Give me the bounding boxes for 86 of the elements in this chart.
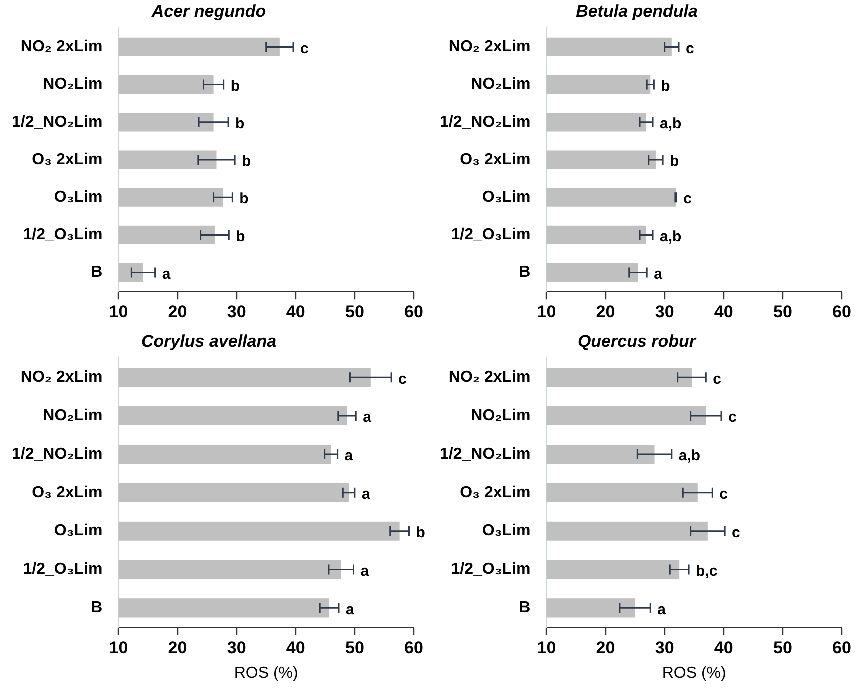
data-label: a xyxy=(658,601,667,618)
y-tick-label: O₃Lim xyxy=(54,189,103,206)
x-tick-label: 50 xyxy=(345,638,364,658)
y-tick-label: 1/2_NO₂Lim xyxy=(12,114,103,131)
y-tick-label: O₃ 2xLim xyxy=(460,151,531,168)
x-tick-label: 10 xyxy=(537,302,556,322)
x-tick-label: 20 xyxy=(168,638,188,658)
x-tick-label: 30 xyxy=(227,302,246,322)
chart-title: Corylus avellana xyxy=(141,332,277,351)
y-tick-label: NO₂ 2xLim xyxy=(20,38,103,56)
x-tick-label: 40 xyxy=(286,302,306,322)
data-label: a xyxy=(654,266,664,283)
x-tick-label: 60 xyxy=(832,302,852,322)
y-tick-label: B xyxy=(91,264,103,282)
x-tick-label: 60 xyxy=(404,302,424,322)
x-tick-label: 40 xyxy=(714,638,734,658)
y-tick-label: O₃Lim xyxy=(54,522,103,540)
data-label: c xyxy=(684,190,692,208)
x-tick-label: 60 xyxy=(832,638,852,658)
x-tick-label: 30 xyxy=(655,302,674,322)
data-label: b xyxy=(661,78,670,95)
x-tick-label: 10 xyxy=(109,302,128,322)
chart-title: Quercus robur xyxy=(578,332,698,351)
chart-title: Betula pendula xyxy=(576,2,698,21)
data-label: c xyxy=(686,40,694,58)
data-label: b xyxy=(242,153,252,170)
y-tick-label: 1/2_NO₂Lim xyxy=(440,114,531,131)
data-label: b xyxy=(236,116,245,133)
x-tick-label: 50 xyxy=(345,302,364,322)
data-label: a,b xyxy=(660,116,682,133)
x-tick-label: 50 xyxy=(773,302,792,322)
data-label: c xyxy=(300,40,309,58)
data-label: a xyxy=(360,562,370,580)
x-tick-label: 40 xyxy=(286,638,306,658)
chart-title: Acer negundo xyxy=(150,2,266,21)
y-tick-label: 1/2_O₃Lim xyxy=(23,561,103,578)
y-tick-label: B xyxy=(91,600,103,617)
data-label: b xyxy=(230,78,240,95)
data-label: c xyxy=(728,409,737,426)
x-tick-label: 30 xyxy=(655,638,674,658)
y-tick-label: NO₂ 2xLim xyxy=(448,38,531,56)
x-tick-label: 60 xyxy=(404,638,424,658)
x-tick-label: 10 xyxy=(537,638,556,658)
x-tick-label: 20 xyxy=(596,302,616,322)
y-tick-label: O₃Lim xyxy=(482,189,531,206)
y-tick-label: O₃ 2xLim xyxy=(32,484,103,502)
y-tick-label: 1/2_O₃Lim xyxy=(23,226,103,244)
data-label: b,c xyxy=(696,562,718,580)
x-tick-label: 40 xyxy=(714,302,734,322)
y-tick-label: NO₂ 2xLim xyxy=(20,369,103,386)
y-tick-label: O₃ 2xLim xyxy=(460,484,531,502)
x-tick-label: 20 xyxy=(168,302,188,322)
y-tick-label: B xyxy=(519,264,531,282)
data-label: c xyxy=(732,524,740,542)
y-tick-label: NO₂Lim xyxy=(471,76,531,94)
x-axis-title: ROS (%) xyxy=(234,664,298,682)
y-tick-label: 1/2_NO₂Lim xyxy=(12,446,103,463)
data-label: a xyxy=(162,266,172,283)
y-tick-label: O₃ 2xLim xyxy=(32,151,103,168)
y-tick-label: NO₂Lim xyxy=(43,76,103,94)
y-tick-label: B xyxy=(519,600,531,617)
data-label: b xyxy=(236,228,246,246)
data-label: a xyxy=(362,486,371,504)
data-label: c xyxy=(398,370,407,388)
data-label: a,b xyxy=(678,448,701,465)
data-label: b xyxy=(416,524,426,542)
x-tick-label: 50 xyxy=(773,638,792,658)
data-label: c xyxy=(720,486,728,504)
x-tick-label: 30 xyxy=(227,638,246,658)
y-tick-label: O₃Lim xyxy=(482,522,531,540)
data-label: b xyxy=(240,190,249,208)
x-axis-title: ROS (%) xyxy=(662,664,726,682)
y-tick-label: NO₂Lim xyxy=(43,407,103,424)
data-label: a xyxy=(344,448,354,465)
data-label: b xyxy=(670,153,680,170)
data-label: a,b xyxy=(660,228,682,246)
y-tick-label: 1/2_O₃Lim xyxy=(451,561,531,578)
y-tick-label: 1/2_NO₂Lim xyxy=(440,446,531,463)
x-tick-label: 10 xyxy=(109,638,128,658)
data-label: a xyxy=(346,601,355,618)
x-tick-label: 20 xyxy=(596,638,616,658)
data-label: a xyxy=(363,409,372,426)
y-tick-label: 1/2_O₃Lim xyxy=(451,226,531,244)
data-label: c xyxy=(713,370,722,388)
y-tick-label: NO₂ 2xLim xyxy=(448,369,531,386)
y-tick-label: NO₂Lim xyxy=(471,407,531,424)
